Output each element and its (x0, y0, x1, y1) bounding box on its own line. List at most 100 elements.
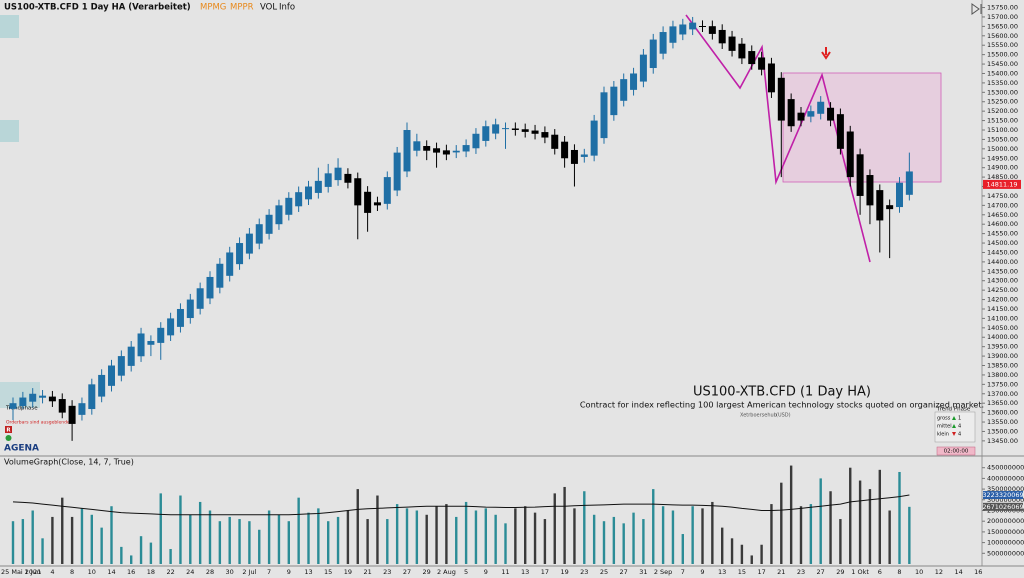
x-tick-label: 9 (700, 568, 704, 576)
candle-body (98, 374, 106, 397)
y-tick-label: 14350.00 (987, 267, 1018, 275)
x-tick-label: 22 (166, 568, 174, 576)
candle-body (728, 36, 736, 51)
candle-body (836, 114, 844, 149)
candle-body (767, 63, 775, 93)
y-tick-label: 14550.00 (987, 230, 1018, 238)
volume-bar (878, 469, 881, 564)
y-tick-label: 13700.00 (987, 390, 1018, 398)
volume-title: VolumeGraph(Close, 14, 7, True) (4, 458, 134, 467)
candle-body (442, 150, 450, 155)
volume-bar (395, 504, 399, 564)
candle-body (679, 24, 687, 35)
candle-body (314, 180, 322, 193)
volume-bar (740, 544, 744, 564)
trend-value: 4 (958, 432, 961, 438)
volume-bar (198, 501, 202, 564)
toolbar-item[interactable]: VOL (260, 3, 277, 13)
y-tick-label: 13450.00 (987, 437, 1018, 445)
r-badge[interactable]: R (6, 428, 11, 434)
x-tick-label: 6 (878, 568, 882, 576)
volume-bar (868, 489, 872, 564)
chart-title: US100-XTB.CFD 1 Day HA (Verarbeitet) (4, 3, 191, 13)
volume-bar (405, 508, 409, 564)
volume-bar (563, 486, 566, 564)
toolbar-item[interactable]: MPPR (230, 3, 254, 13)
candle-body (78, 403, 86, 415)
volume-bar (130, 555, 133, 564)
scroll-icon[interactable] (971, 3, 982, 15)
x-tick-label: 14 (107, 568, 115, 576)
x-tick-label: 8 (70, 568, 74, 576)
candle-body (176, 308, 184, 327)
candle-body (610, 86, 618, 116)
x-tick-label: 23 (580, 568, 588, 576)
x-tick-label: 21 (363, 568, 371, 576)
x-tick-label: 27 (620, 568, 628, 576)
trend-value: 4 (958, 424, 961, 430)
candle-body (364, 191, 372, 213)
volume-bar (504, 523, 507, 564)
logo: AGENA (4, 444, 39, 454)
x-tick-label: 27 (403, 568, 411, 576)
volume-bar (425, 514, 428, 564)
volume-bar (179, 495, 182, 564)
y-tick-label: 4000000000 (987, 474, 1024, 482)
volume-bar (356, 489, 359, 564)
candle-body (600, 92, 608, 139)
y-tick-label: 13750.00 (987, 380, 1018, 388)
volume-bar (543, 519, 547, 564)
candle-body (639, 54, 647, 82)
volume-bar (760, 544, 763, 564)
y-tick-label: 13850.00 (987, 362, 1018, 370)
candle-body (531, 130, 539, 134)
candle-body (68, 405, 76, 424)
y-tick-label: 3000000000 (987, 496, 1024, 504)
y-tick-label: 14600.00 (987, 220, 1018, 228)
r-badge-box[interactable] (5, 426, 12, 433)
volume-bar (908, 506, 911, 564)
volume-bar (839, 519, 842, 564)
x-tick-label: 25 (600, 568, 608, 576)
volume-bar (730, 538, 734, 564)
y-tick-label: 14050.00 (987, 324, 1018, 332)
x-tick-label: 16 (974, 568, 982, 576)
candle-body (521, 129, 529, 132)
candle-body (39, 395, 47, 398)
candle-body (492, 124, 500, 134)
volume-bar (41, 538, 44, 564)
ma-value-box (983, 491, 1023, 500)
x-tick-label: 29 (836, 568, 844, 576)
volume-bar (346, 510, 350, 564)
x-tick-label: 10 (915, 568, 923, 576)
candle-body (718, 29, 726, 44)
candle-body (551, 134, 559, 149)
candle-body (334, 167, 342, 181)
candle-body (482, 126, 490, 141)
y-tick-label: 4500000000 (987, 464, 1024, 472)
candle-body (403, 130, 411, 172)
candle-body (817, 101, 825, 114)
volume-bar (612, 516, 616, 564)
volume-bar (829, 491, 832, 564)
y-tick-label: 3500000000 (987, 485, 1024, 493)
volume-bar (159, 493, 162, 564)
y-tick-label: 14850.00 (987, 173, 1018, 181)
candle-body (886, 205, 894, 210)
toolbar-item[interactable]: MPMG (200, 3, 226, 13)
volume-bar (573, 508, 576, 564)
y-tick-label: 14250.00 (987, 286, 1018, 294)
candle-body (117, 356, 125, 376)
volume-bar (494, 514, 497, 564)
trend-down (952, 432, 956, 436)
y-tick-label: 13950.00 (987, 343, 1018, 351)
y-tick-label: 15100.00 (987, 126, 1018, 134)
volume-bar (277, 514, 281, 564)
volume-bar (51, 516, 54, 564)
volume-bar (898, 471, 901, 564)
volume-value-label: 2671026069 (982, 503, 1023, 511)
candle-body (511, 128, 519, 130)
volume-bar (208, 510, 212, 564)
candle-body (689, 22, 697, 30)
toolbar-item[interactable]: Info (279, 3, 295, 13)
